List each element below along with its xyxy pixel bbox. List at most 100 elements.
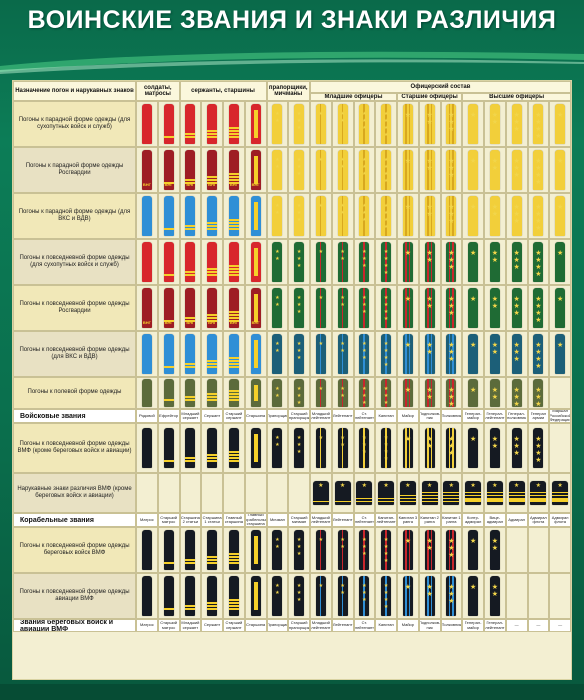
stripe: [185, 225, 196, 227]
insignia-cell: ★: [310, 331, 332, 377]
star-icon: ★: [535, 387, 542, 394]
stripe: [207, 133, 218, 135]
star-icon: ★: [491, 250, 499, 257]
insignia-cell: ВНГ: [136, 147, 158, 193]
lumen: [405, 288, 407, 328]
insignia-cell: [136, 573, 158, 619]
star-icon: ★: [383, 435, 389, 441]
star-icon: ★: [296, 435, 302, 441]
shoulder-board: ★★★★: [381, 576, 392, 616]
star-icon: ★: [383, 341, 389, 347]
sleeve-insignia: ★: [530, 481, 547, 505]
row-label: Нарукавные знаки различия ВМФ (кроме бер…: [13, 473, 136, 513]
star-icon: ★: [448, 436, 455, 443]
star-icon: ★: [448, 310, 455, 317]
shoulder-board: [163, 334, 174, 374]
shoulder-board: [163, 530, 174, 570]
shoulder-board: [228, 242, 239, 282]
rank-name: Лейтенант: [331, 619, 354, 632]
shoulder-board: ★ ★ ★: [446, 150, 457, 190]
star-icon: ★: [362, 393, 367, 399]
star-icon: ★: [383, 551, 389, 557]
star-icon: ★: [275, 386, 280, 392]
insignia-cell: ★ ★: [266, 239, 289, 285]
star-icon: ★: [362, 544, 367, 550]
insignia-cell: ★: [310, 147, 332, 193]
insignia-cell: ★ ★ ★: [288, 377, 310, 409]
star-icon: ★: [491, 545, 499, 552]
star-icon: ★: [426, 250, 433, 257]
shoulder-board: ★ ★ ★: [511, 428, 522, 468]
insignia-cell: ★★★★: [375, 239, 397, 285]
lumen: [341, 150, 344, 190]
shoulder-board: ★ ★: [337, 104, 348, 144]
shoulder-letters: ВНГ: [142, 182, 151, 187]
star-icon: ★: [362, 386, 367, 392]
shoulder-board: ★ ★: [424, 530, 435, 570]
insignia-cell: [136, 239, 158, 285]
row-label: Погоны к парадной форме одежды Росгварди…: [13, 147, 136, 193]
insignia-cell: ★ ★: [266, 285, 289, 331]
shoulder-board: [207, 530, 218, 570]
star-icon: ★: [513, 436, 520, 443]
rank-name: Младший лейтенант: [310, 513, 332, 527]
star-icon: ★: [383, 125, 389, 131]
rank-name: Старший мичман: [288, 513, 310, 527]
shoulder-board: ★ ★ ★: [511, 104, 522, 144]
shoulder-board: ВНГ: [141, 150, 152, 190]
lumen: [430, 530, 433, 570]
insignia-cell: ★★★★: [527, 239, 550, 285]
insignia-cell: ★: [462, 573, 484, 619]
insignia-cell: [244, 331, 267, 377]
star-icon: ★: [275, 341, 280, 347]
lumen: [319, 242, 322, 282]
star-icon: ★: [535, 342, 542, 349]
star-icon: ★: [275, 118, 280, 124]
star-icon: ★: [491, 119, 499, 126]
shoulder-board: ★ ★ ★: [294, 288, 305, 328]
star-icon: ★: [448, 257, 455, 264]
star-icon: ★: [469, 538, 477, 545]
shoulder-board: ★ ★ ★: [511, 196, 522, 236]
lumen: [452, 288, 454, 328]
insignia-cell: ★ ★: [418, 573, 441, 619]
insignia-cell: ★ ★ ★: [288, 331, 310, 377]
shoulder-board: ★★★★: [533, 150, 544, 190]
header-warrant: прапорщики, мичманы: [266, 81, 310, 101]
star-icon: ★: [362, 355, 367, 361]
decorative-swoosh: [0, 51, 584, 74]
star-icon: ★: [469, 158, 477, 165]
star-icon: ★: [383, 537, 389, 543]
insignia-cell: ★ ★: [418, 331, 441, 377]
insignia-cell: ★: [397, 101, 419, 147]
shoulder-board: [185, 334, 196, 374]
insignia-cell: ★ ★: [484, 101, 506, 147]
star-icon: ★: [491, 112, 499, 119]
insignia-cell: [157, 193, 180, 239]
star-icon: ★: [491, 296, 499, 303]
insignia-cell: [179, 331, 202, 377]
rank-name: Старший прапорщик: [288, 619, 310, 632]
sleeve-stripe: [530, 494, 547, 496]
lumen: [452, 379, 454, 407]
shoulder-board: ★ ★: [272, 150, 283, 190]
star-icon: ★: [448, 552, 455, 559]
rank-name: Мичман: [266, 513, 289, 527]
star-icon: ★: [340, 435, 345, 441]
insignia-cell: ★: [549, 285, 571, 331]
lumen: [385, 242, 387, 282]
lumen: [341, 428, 344, 468]
shoulder-board: ★★★★: [381, 334, 392, 374]
sleeve-stripe: [530, 497, 547, 499]
star-icon: ★: [404, 296, 412, 303]
insignia-cell: [223, 573, 245, 619]
insignia-cell: ★: [310, 473, 332, 513]
star-icon: ★: [362, 449, 367, 455]
sleeve-stripe: [312, 500, 329, 502]
star-icon: ★: [296, 111, 302, 117]
shoulder-board: ★ ★: [272, 428, 283, 468]
star-icon: ★: [513, 349, 520, 356]
shoulder-board: ★: [468, 576, 479, 616]
star-icon: ★: [513, 158, 520, 165]
insignia-cell: ★: [462, 377, 484, 409]
